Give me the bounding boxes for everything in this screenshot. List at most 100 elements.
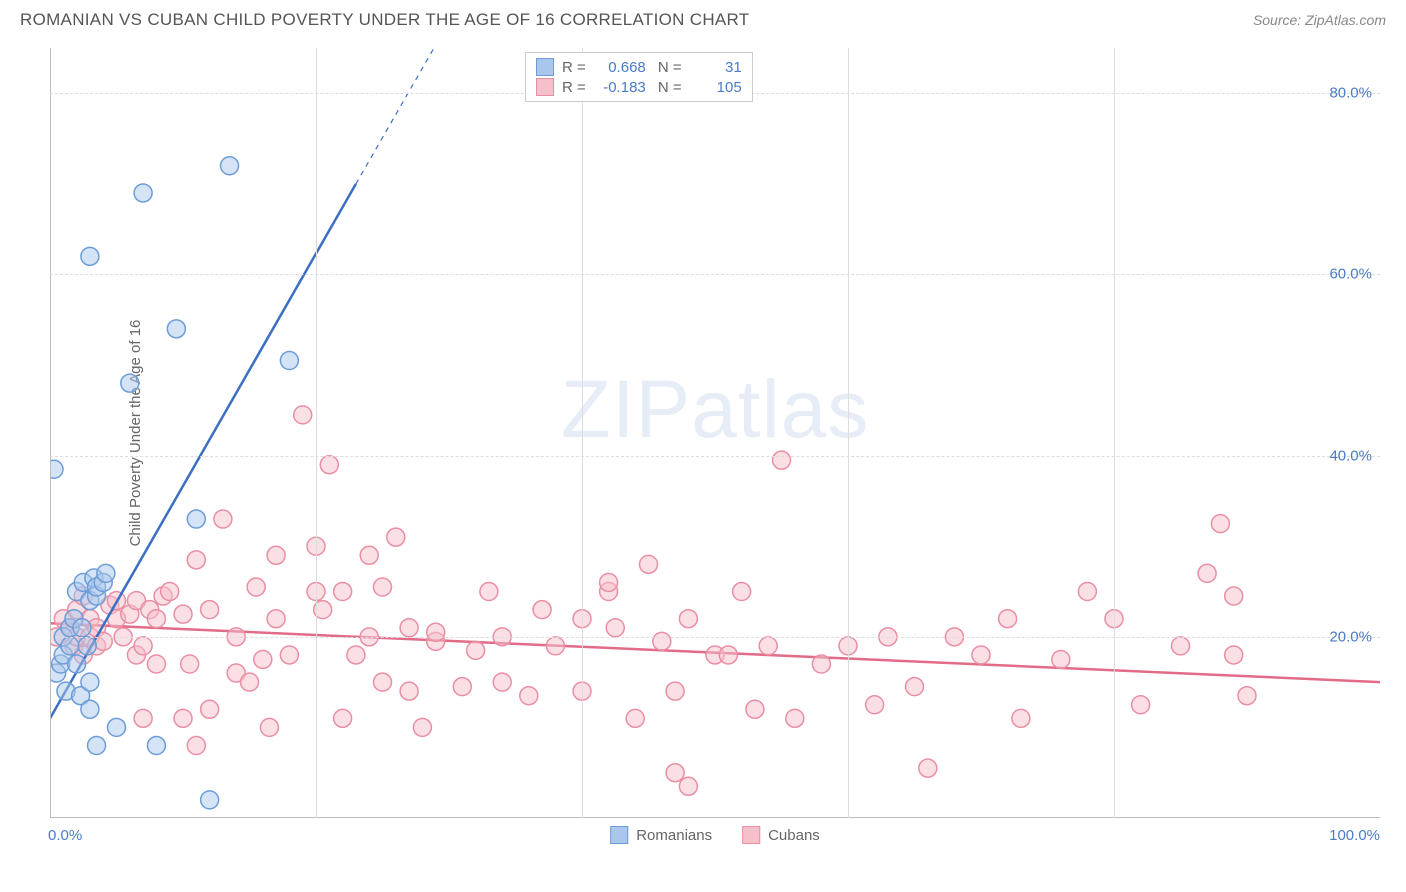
ytick: 40.0%	[1329, 447, 1372, 464]
data-point	[812, 655, 830, 673]
data-point	[241, 673, 259, 691]
data-point	[746, 700, 764, 718]
data-point	[174, 709, 192, 727]
r-label: R =	[562, 59, 586, 76]
stats-swatch-cubans	[536, 78, 554, 96]
data-point	[972, 646, 990, 664]
data-point	[1052, 650, 1070, 668]
data-point	[147, 610, 165, 628]
data-point	[453, 678, 471, 696]
data-point	[73, 619, 91, 637]
data-point	[187, 737, 205, 755]
data-point	[134, 709, 152, 727]
n-label: N =	[654, 59, 682, 76]
data-point	[467, 641, 485, 659]
data-point	[121, 374, 139, 392]
data-point	[600, 573, 618, 591]
xtick-left: 0.0%	[48, 827, 82, 844]
data-point	[400, 682, 418, 700]
r-label: R =	[562, 79, 586, 96]
data-point	[1198, 564, 1216, 582]
data-point	[61, 637, 79, 655]
data-point	[1132, 696, 1150, 714]
data-point	[1238, 687, 1256, 705]
data-point	[1225, 646, 1243, 664]
data-point	[201, 700, 219, 718]
data-point	[533, 601, 551, 619]
data-point	[187, 551, 205, 569]
data-point	[81, 247, 99, 265]
trend-line-extrapolated	[356, 48, 476, 184]
data-point	[280, 352, 298, 370]
r-value-cubans: -0.183	[594, 79, 646, 96]
data-point	[187, 510, 205, 528]
legend-item-romanians: Romanians	[610, 826, 712, 844]
chart-title: ROMANIAN VS CUBAN CHILD POVERTY UNDER TH…	[20, 10, 750, 30]
source-attribution: Source: ZipAtlas.com	[1253, 12, 1386, 28]
gridline-v	[1114, 48, 1115, 818]
data-point	[78, 637, 96, 655]
data-point	[999, 610, 1017, 628]
data-point	[1225, 587, 1243, 605]
gridline-v	[848, 48, 849, 818]
data-point	[97, 564, 115, 582]
stats-row-romanians: R = 0.668 N = 31	[536, 57, 742, 77]
data-point	[267, 610, 285, 628]
gridline-h	[50, 274, 1380, 275]
data-point	[679, 777, 697, 795]
x-axis-line	[50, 817, 1380, 818]
data-point	[1012, 709, 1030, 727]
ytick: 80.0%	[1329, 85, 1372, 102]
data-point	[906, 678, 924, 696]
data-point	[181, 655, 199, 673]
data-point	[493, 673, 511, 691]
n-value-romanians: 31	[690, 59, 742, 76]
data-point	[606, 619, 624, 637]
stats-box: R = 0.668 N = 31 R = -0.183 N = 105	[525, 52, 753, 102]
data-point	[260, 718, 278, 736]
data-point	[374, 578, 392, 596]
stats-swatch-romanians	[536, 58, 554, 76]
data-point	[320, 456, 338, 474]
chart-area: Child Poverty Under the Age of 16 ZIPatl…	[50, 48, 1380, 818]
chart-header: ROMANIAN VS CUBAN CHILD POVERTY UNDER TH…	[0, 0, 1406, 30]
gridline-h	[50, 456, 1380, 457]
data-point	[1211, 515, 1229, 533]
data-point	[360, 546, 378, 564]
n-value-cubans: 105	[690, 79, 742, 96]
data-point	[50, 460, 63, 478]
data-point	[221, 157, 239, 175]
n-label: N =	[654, 79, 682, 96]
data-point	[147, 655, 165, 673]
plot-svg	[50, 48, 1380, 818]
data-point	[88, 737, 106, 755]
data-point	[400, 619, 418, 637]
data-point	[334, 583, 352, 601]
ytick: 60.0%	[1329, 266, 1372, 283]
data-point	[81, 673, 99, 691]
gridline-v	[582, 48, 583, 818]
data-point	[719, 646, 737, 664]
data-point	[919, 759, 937, 777]
data-point	[480, 583, 498, 601]
data-point	[666, 764, 684, 782]
gridline-v	[316, 48, 317, 818]
data-point	[1172, 637, 1190, 655]
data-point	[679, 610, 697, 628]
legend-label-cubans: Cubans	[768, 827, 820, 844]
data-point	[147, 737, 165, 755]
data-point	[546, 637, 564, 655]
data-point	[201, 791, 219, 809]
data-point	[374, 673, 392, 691]
y-axis-line	[50, 48, 51, 818]
data-point	[108, 718, 126, 736]
stats-row-cubans: R = -0.183 N = 105	[536, 77, 742, 97]
data-point	[759, 637, 777, 655]
data-point	[413, 718, 431, 736]
legend-label-romanians: Romanians	[636, 827, 712, 844]
trend-line	[50, 184, 356, 718]
legend-bottom: Romanians Cubans	[610, 826, 820, 844]
data-point	[280, 646, 298, 664]
data-point	[167, 320, 185, 338]
data-point	[247, 578, 265, 596]
